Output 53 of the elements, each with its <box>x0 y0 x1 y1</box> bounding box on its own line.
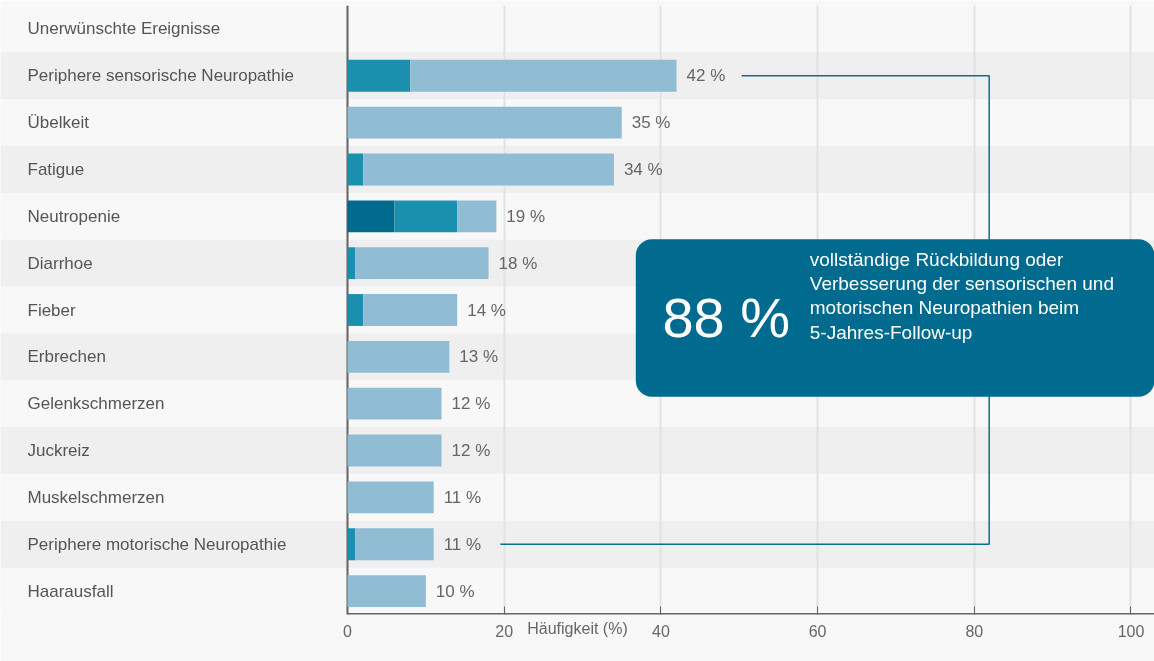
x-tick-label: 20 <box>495 622 514 640</box>
x-tick-label: 100 <box>1117 622 1145 640</box>
y-tick-label: Gelenkschmerzen <box>27 394 165 414</box>
x-tick-label: 80 <box>965 622 984 640</box>
bar <box>347 153 364 186</box>
total-label: 42 % <box>686 66 726 86</box>
annotation: vollständige Rückbildung oder Verbesserung der sensorischen und motorischen Neuropathien beim 5-Jahres-Follow-up <box>809 249 1114 343</box>
y-tick-label: Neutropenie <box>27 206 121 226</box>
y-tick-label: Übelkeit <box>27 113 90 133</box>
total-label: 11 % <box>443 487 482 507</box>
x-axis-title: Häufigkeit (%) <box>527 619 628 637</box>
bar <box>355 247 489 280</box>
bar <box>347 340 450 373</box>
y-tick-label: Periphere sensorische Neuropathie <box>27 66 294 86</box>
bar <box>363 294 458 326</box>
total-label: 18 % <box>498 253 538 273</box>
y-tick-label: Fieber <box>27 300 77 320</box>
bar <box>394 200 458 233</box>
x-tick-label: 0 <box>343 622 353 640</box>
total-label: 34 % <box>623 159 663 179</box>
x-tick-label: 40 <box>652 622 670 640</box>
bar <box>347 575 426 607</box>
y-tick-label: Diarrhoe <box>27 253 93 273</box>
y-tick-label: Fatigue <box>27 159 85 179</box>
bar <box>347 434 442 467</box>
bar <box>347 294 364 326</box>
total-label: 14 % <box>467 300 506 320</box>
bar <box>457 200 497 233</box>
bar <box>347 387 442 420</box>
total-label: 11 % <box>443 534 482 554</box>
total-label: 13 % <box>459 347 499 367</box>
total-label: 19 % <box>506 206 546 226</box>
bar <box>355 528 434 561</box>
bar <box>363 153 614 186</box>
bar <box>347 200 395 233</box>
y-tick-label: Erbrechen <box>27 347 106 367</box>
bar <box>347 59 411 92</box>
annotation: 88 % <box>662 286 791 350</box>
bar <box>347 528 356 561</box>
total-label: 12 % <box>451 394 491 414</box>
y-tick-label: Juckreiz <box>27 441 90 461</box>
y-tick-label: Haarausfall <box>27 581 114 601</box>
bar <box>347 106 622 139</box>
y-tick-label: Periphere motorische Neuropathie <box>27 534 287 554</box>
bar <box>410 59 677 92</box>
total-label: 12 % <box>451 441 491 461</box>
total-label: 35 % <box>631 113 671 133</box>
x-tick-label: 60 <box>808 622 827 640</box>
bar <box>347 481 434 514</box>
bar <box>347 247 356 280</box>
total-label: 10 % <box>435 581 475 601</box>
y-tick-label: Muskelschmerzen <box>27 487 165 507</box>
y-axis-title: Unerwünschte Ereignisse <box>27 19 221 39</box>
